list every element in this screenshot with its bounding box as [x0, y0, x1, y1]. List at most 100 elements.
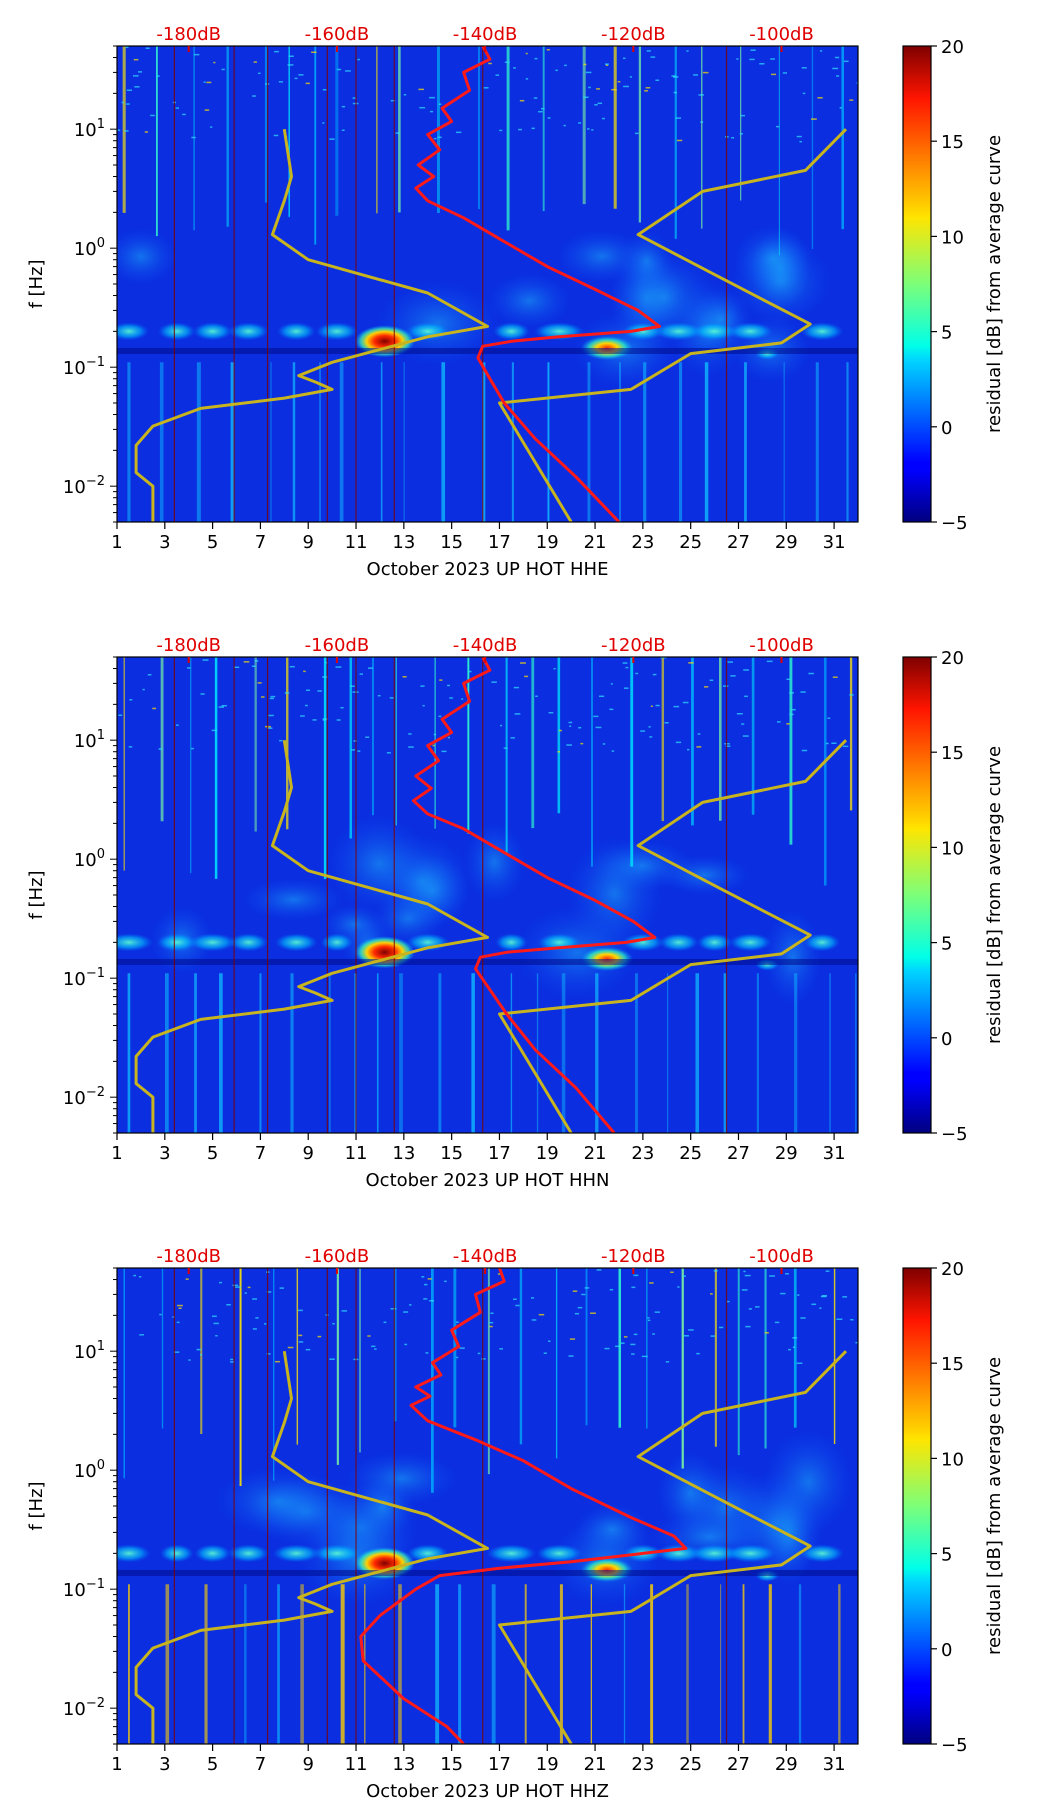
- speckle: [744, 1274, 751, 1277]
- x-tick-label: 17: [488, 532, 511, 553]
- microseism-band: [536, 1544, 583, 1563]
- speckle: [591, 129, 594, 131]
- microseism-band: [725, 1544, 776, 1563]
- speckle: [172, 1316, 175, 1318]
- speckle: [425, 1352, 429, 1354]
- speckle: [142, 688, 145, 691]
- noise-model-low-curve: [134, 128, 489, 522]
- x-tick-label: 19: [536, 532, 559, 553]
- speckle: [254, 660, 259, 662]
- y-tick-label: 100: [74, 236, 105, 260]
- speckle: [731, 137, 735, 139]
- x-tick-label: 31: [823, 532, 846, 553]
- speckle: [211, 1315, 217, 1318]
- speckle: [799, 140, 802, 143]
- speckle: [641, 1355, 648, 1358]
- speckle: [488, 62, 492, 65]
- x-tick-label: 25: [679, 1754, 702, 1775]
- energy-haze: [487, 273, 572, 329]
- speckle: [631, 1286, 636, 1289]
- microseism-band: [692, 322, 737, 341]
- speckle: [770, 58, 775, 60]
- speckle: [185, 1278, 189, 1280]
- speckle: [535, 695, 538, 698]
- speckle: [456, 1321, 459, 1323]
- speckle: [419, 106, 426, 109]
- speckle: [427, 1278, 432, 1280]
- speckle: [683, 1275, 686, 1277]
- speckle: [287, 64, 294, 66]
- speckle: [221, 68, 225, 71]
- x-tick-label: 25: [679, 532, 702, 553]
- speckle: [322, 719, 327, 721]
- speckle: [655, 79, 660, 82]
- x-tick-label: 5: [207, 1754, 218, 1775]
- speckle: [510, 737, 515, 739]
- speckle: [623, 57, 626, 60]
- y-tick-label: 100: [74, 847, 105, 871]
- speckle: [548, 711, 554, 714]
- speckle: [683, 1335, 689, 1337]
- x-tick-label: 3: [159, 532, 170, 553]
- speckle: [676, 139, 683, 142]
- speckle: [147, 673, 152, 676]
- speckle: [341, 105, 346, 108]
- speckle: [357, 58, 360, 61]
- speckle: [585, 71, 592, 74]
- speckle: [578, 726, 582, 729]
- speckle: [253, 61, 257, 63]
- speckle: [834, 56, 840, 59]
- speckle: [441, 750, 447, 753]
- speckle: [204, 109, 210, 111]
- microseism-band: [194, 1544, 231, 1563]
- speckle: [191, 136, 196, 139]
- speckle: [825, 1270, 830, 1272]
- speckle: [489, 1321, 494, 1324]
- speckle: [390, 1308, 397, 1310]
- speckle: [647, 1319, 651, 1322]
- speckle: [438, 715, 442, 718]
- microseism-band: [159, 1544, 194, 1563]
- speckle: [604, 63, 609, 65]
- y-tick-label: 10−1: [63, 1577, 105, 1601]
- x-tick-label: 29: [775, 1754, 798, 1775]
- speckle: [819, 50, 823, 52]
- speckle: [726, 1300, 730, 1303]
- x-tick-label: 23: [631, 532, 654, 553]
- speckle: [514, 713, 521, 715]
- energy-haze: [242, 878, 345, 921]
- speckle: [617, 80, 621, 83]
- speckle: [789, 692, 795, 694]
- speckle: [623, 85, 629, 88]
- speckle: [546, 48, 550, 51]
- x-tick-label: 17: [488, 1143, 511, 1164]
- speckle: [351, 749, 356, 751]
- speckle: [739, 132, 743, 135]
- speckle: [437, 136, 442, 139]
- x-tick-label: 31: [823, 1754, 846, 1775]
- speckle: [176, 1321, 180, 1324]
- speckle: [583, 63, 587, 66]
- speckle: [300, 715, 305, 717]
- speckle: [125, 46, 129, 49]
- speckle: [266, 1353, 271, 1355]
- speckle: [390, 99, 396, 102]
- speckle: [257, 72, 261, 75]
- x-tick-label: 13: [392, 532, 415, 553]
- colorbar-tick-label: 5: [941, 323, 952, 344]
- colorbar-label: residual [dB] from average curve: [984, 135, 1005, 433]
- speckle: [409, 1304, 412, 1306]
- speckle: [268, 714, 274, 717]
- speckle: [633, 1333, 638, 1336]
- microseism-band: [227, 1544, 269, 1563]
- speckle: [456, 131, 462, 134]
- speckle: [303, 670, 306, 673]
- db-axis-label: -180dB: [156, 24, 221, 45]
- speckle: [790, 708, 796, 711]
- speckle: [124, 130, 129, 132]
- speckle: [792, 1337, 798, 1339]
- speckle: [623, 1336, 628, 1338]
- noise-model-high-curve: [498, 739, 848, 1133]
- speckle: [786, 723, 790, 725]
